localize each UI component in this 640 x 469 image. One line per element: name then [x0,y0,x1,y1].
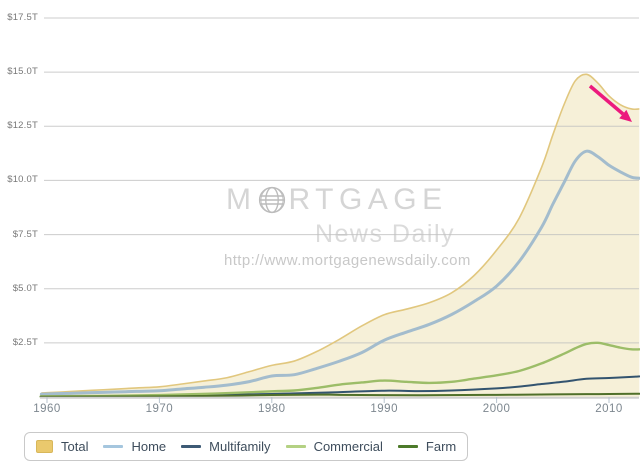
axis-ticks [40,396,639,403]
y-axis-label: $17.5T [7,12,38,23]
trend-arrow-line [588,84,625,116]
legend-label: Home [131,439,167,454]
watermark-subtitle: News Daily [314,220,455,248]
y-axis-label: $10.0T [7,174,38,186]
legend-item-home[interactable]: Home [103,439,166,454]
series-farm-line [39,392,640,398]
legend-swatch-box [36,440,53,453]
legend-item-multifamily[interactable]: Multifamily [181,439,271,454]
area-layer [41,74,640,398]
y-axis-label: $15.0T [7,66,38,78]
series-commercial-line [39,341,640,398]
x-axis-label: 1960 [33,403,61,415]
legend: Total Home Multifamily Commercial Farm [24,432,469,461]
y-axis-label: $5.0T [12,282,38,294]
legend-swatch-line [103,445,124,448]
series-total-area [41,74,640,398]
watermark-brand: M RTGAGE [226,183,448,217]
x-axis-label: 1980 [258,403,286,415]
legend-label: Multifamily [209,439,271,454]
x-axis-label: 1990 [370,403,398,415]
watermark-brand-letter-m: M [226,183,257,216]
legend-item-farm[interactable]: Farm [397,439,457,454]
x-axis-label: 1970 [145,403,174,415]
y-axis-label: $12.5T [7,120,38,132]
legend-swatch-line [397,445,418,448]
legend-label: Farm [425,439,457,454]
legend-swatch-line [285,445,306,448]
series-lines [39,73,640,398]
x-axis-label: 2010 [595,403,623,415]
legend-swatch-line [181,445,202,448]
legend-label: Commercial [313,439,383,454]
trend-arrow-head [619,109,632,122]
legend-label: Total [61,439,89,454]
y-axis-label: $7.5T [12,228,38,240]
y-axis-label: $2.5T [12,336,38,348]
trend-arrow [588,84,632,122]
x-axis-label: 2000 [482,403,511,415]
watermark-brand-rest: RTGAGE [288,183,448,216]
globe-icon [258,186,285,214]
gridlines [44,17,639,344]
watermark-url: http://www.mortgagenewsdaily.com [224,252,471,269]
series-total-border [41,73,640,394]
legend-item-commercial[interactable]: Commercial [285,439,383,454]
legend-item-total[interactable]: Total [36,439,88,454]
series-home-line [39,149,640,396]
